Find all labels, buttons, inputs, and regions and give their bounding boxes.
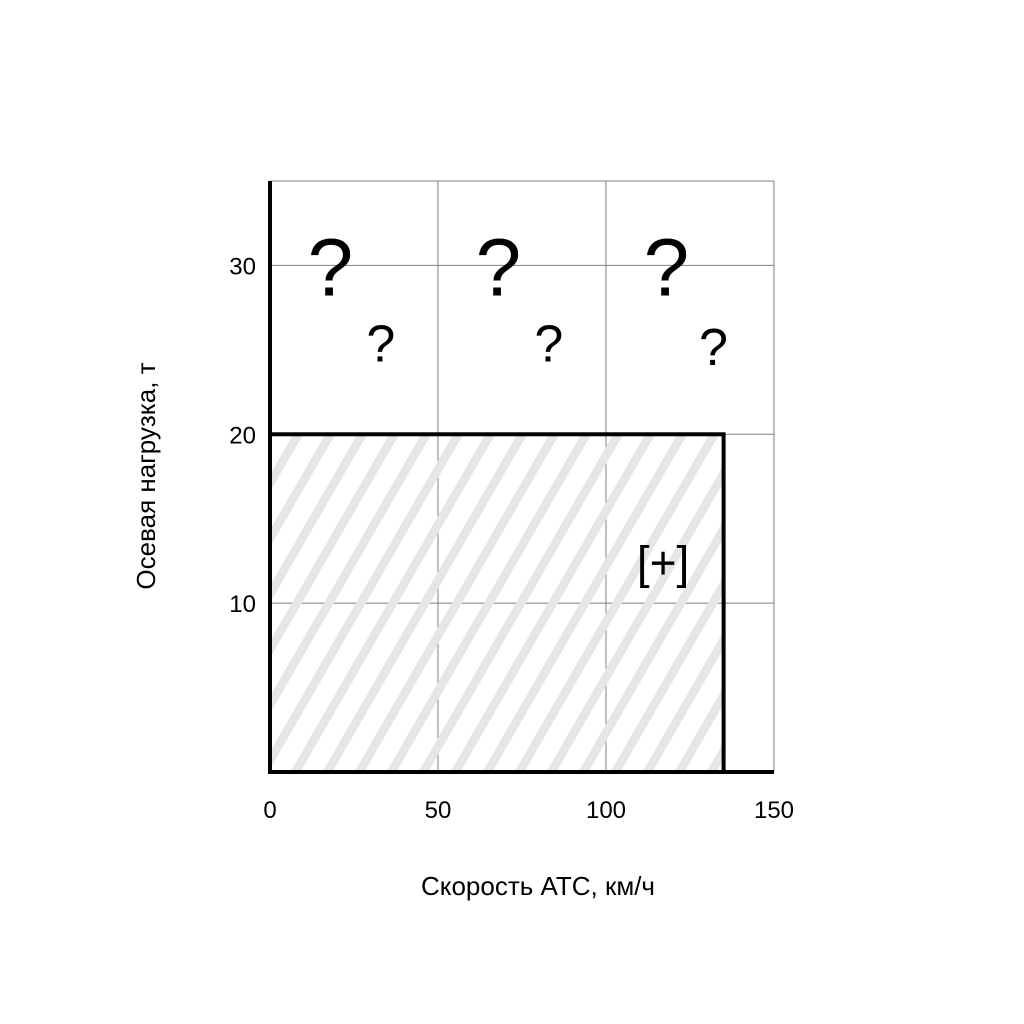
axes: [268, 181, 774, 774]
region-label: [+]: [637, 537, 689, 589]
x-tick-label: 150: [754, 797, 794, 824]
question-mark: ?: [699, 319, 728, 377]
x-tick-label: 100: [586, 797, 626, 824]
question-mark: ?: [366, 315, 395, 373]
y-axis-label: Осевая нагрузка, т: [131, 362, 161, 589]
annotations: ??????: [308, 222, 728, 376]
question-mark: ?: [644, 222, 690, 313]
x-tick-label: 0: [263, 797, 276, 824]
y-tick-label: 20: [229, 422, 256, 449]
y-tick-label: 10: [229, 591, 256, 618]
tick-labels: 0 50 100 150 10 20 30: [229, 253, 794, 824]
question-mark: ?: [534, 315, 563, 373]
x-tick-label: 50: [425, 797, 452, 824]
y-tick-label: 30: [229, 253, 256, 280]
question-mark: ?: [308, 222, 354, 313]
allowed-region: [268, 432, 726, 774]
x-axis-label: Скорость АТС, км/ч: [421, 871, 655, 901]
question-mark: ?: [476, 222, 522, 313]
